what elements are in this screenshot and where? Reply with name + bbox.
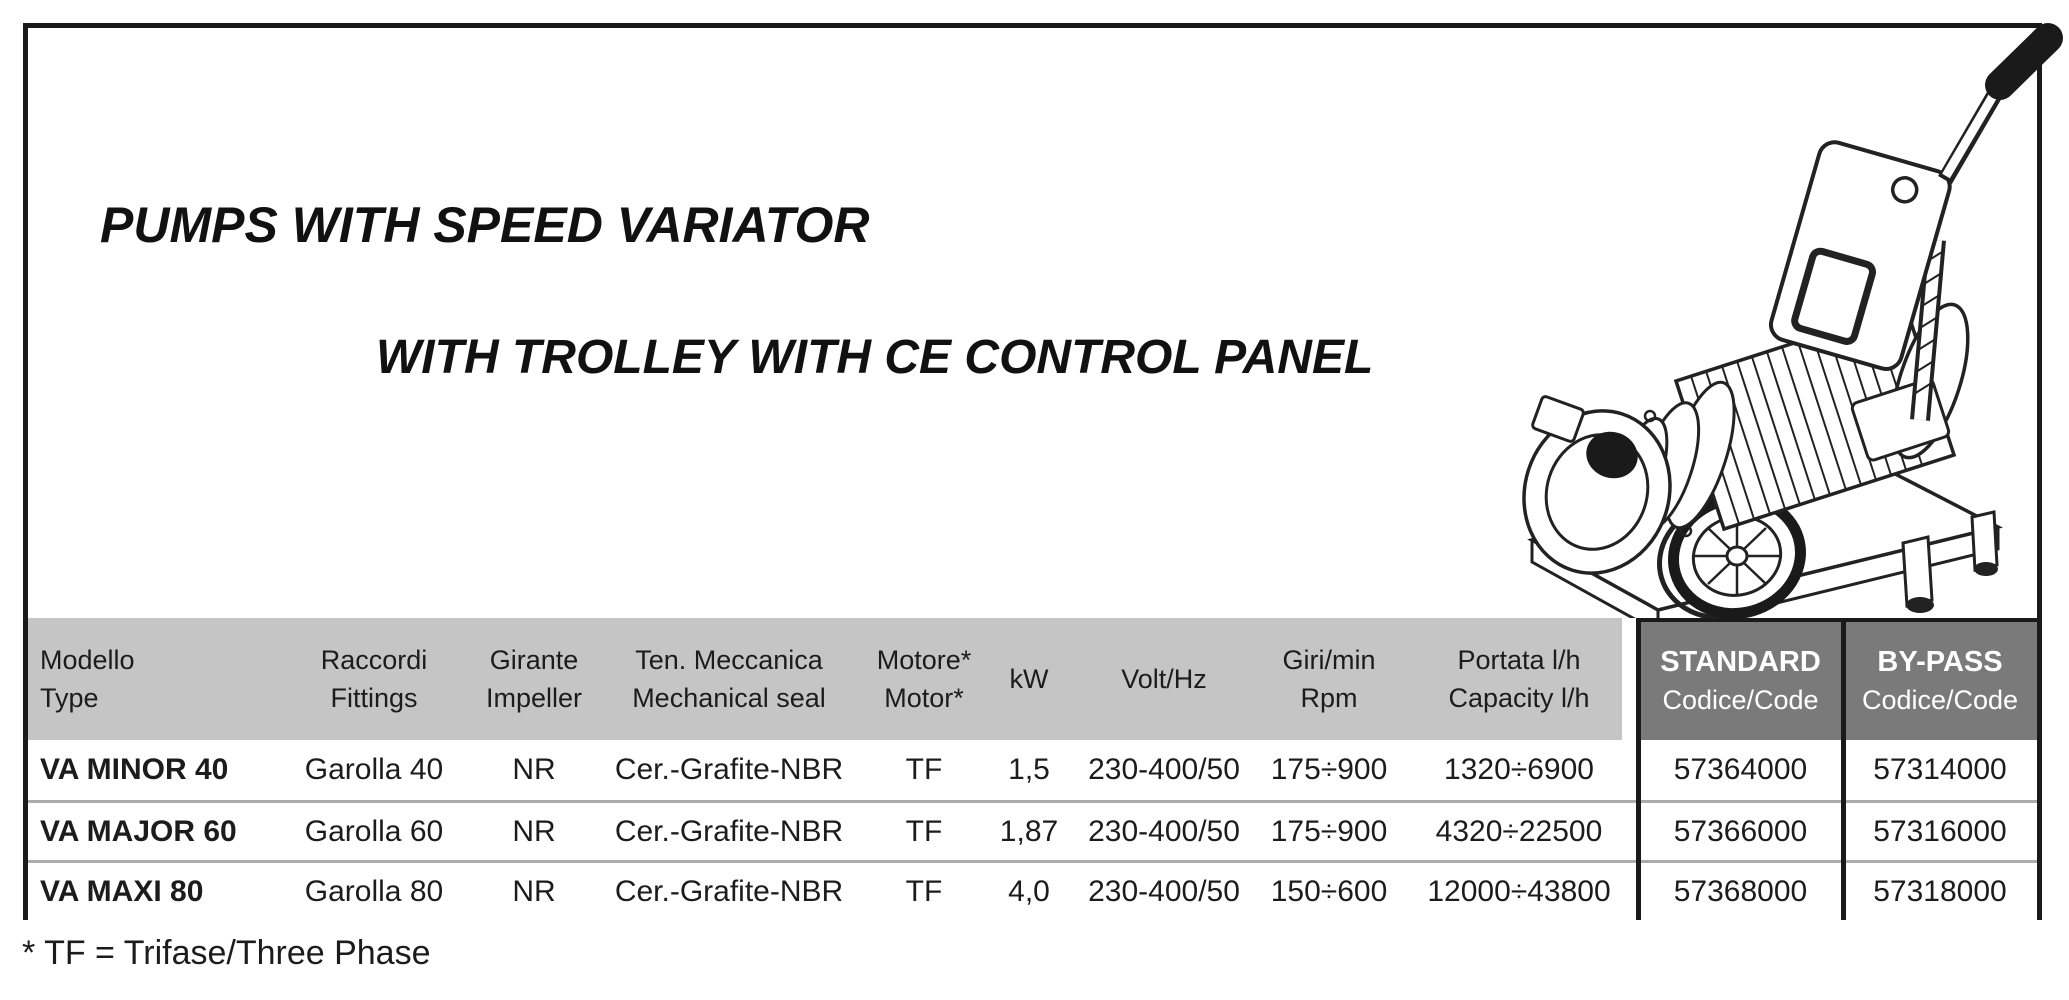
table-row-va-minor-40: VA MINOR 40 Garolla 40 NR Cer.-Grafite-N… (28, 740, 2037, 800)
cell-seal: Cer.-Grafite-NBR (598, 863, 860, 920)
pump-trolley-illustration (1522, 23, 2063, 620)
cell-seal: Cer.-Grafite-NBR (598, 740, 860, 800)
cell-impeller: NR (470, 863, 598, 920)
cell-capacity: 12000÷43800 (1400, 863, 1638, 920)
cell-standard-code: 57364000 (1638, 740, 1843, 800)
col-header-seal: Ten. Meccanica Mechanical seal (598, 618, 860, 740)
control-panel (1768, 140, 1952, 371)
col-header-fittings: Raccordi Fittings (278, 618, 470, 740)
pump-head (1522, 380, 1736, 575)
cell-bypass-code: 57314000 (1843, 740, 2037, 800)
cell-impeller: NR (470, 740, 598, 800)
col-header-impeller: Girante Impeller (470, 618, 598, 740)
cell-capacity: 1320÷6900 (1400, 740, 1638, 800)
cell-kw: 1,87 (988, 803, 1070, 860)
col-header-standard-code: STANDARD Codice/Code (1638, 618, 1843, 740)
footnote-tf: * TF = Trifase/Three Phase (22, 934, 431, 972)
col-header-bypass-code: BY-PASS Codice/Code (1843, 618, 2037, 740)
spec-table: Modello Type Raccordi Fittings Girante Impe… (28, 618, 2037, 920)
cell-fittings: Garolla 60 (278, 803, 470, 860)
col-header-model: Modello Type (28, 618, 278, 740)
cell-rpm: 150÷600 (1258, 863, 1400, 920)
cell-motor: TF (860, 740, 988, 800)
col-header-kw: kW (988, 618, 1070, 740)
col-header-motor: Motore* Motor* (860, 618, 988, 740)
cell-volt: 230-400/50 (1070, 740, 1258, 800)
cell-model: VA MINOR 40 (28, 740, 278, 800)
cell-volt: 230-400/50 (1070, 863, 1258, 920)
cell-impeller: NR (470, 803, 598, 860)
cell-rpm: 175÷900 (1258, 803, 1400, 860)
cell-rpm: 175÷900 (1258, 740, 1400, 800)
bypass-column-left-border (1841, 618, 1846, 920)
cell-model: VA MAXI 80 (28, 863, 278, 920)
cell-fittings: Garolla 40 (278, 740, 470, 800)
col-header-rpm: Giri/min Rpm (1258, 618, 1400, 740)
panel-mount-bar (1910, 239, 1946, 421)
cell-motor: TF (860, 803, 988, 860)
page-title: PUMPS WITH SPEED VARIATOR (100, 197, 870, 253)
cell-bypass-code: 57316000 (1843, 803, 2037, 860)
standard-column-left-border (1636, 618, 1641, 920)
cell-kw: 1,5 (988, 740, 1070, 800)
col-header-volt: Volt/Hz (1070, 618, 1258, 740)
trolley-handle (1938, 23, 2063, 185)
cell-capacity: 4320÷22500 (1400, 803, 1638, 860)
cell-standard-code: 57366000 (1638, 803, 1843, 860)
cell-seal: Cer.-Grafite-NBR (598, 803, 860, 860)
cell-standard-code: 57368000 (1638, 863, 1843, 920)
cell-volt: 230-400/50 (1070, 803, 1258, 860)
cell-bypass-code: 57318000 (1843, 863, 2037, 920)
cell-model: VA MAJOR 60 (28, 803, 278, 860)
table-row-va-major-60: VA MAJOR 60 Garolla 60 NR Cer.-Grafite-N… (28, 800, 2037, 860)
col-header-capacity: Portata l/h Capacity l/h (1400, 618, 1638, 740)
cell-kw: 4,0 (988, 863, 1070, 920)
table-row-va-maxi-80: VA MAXI 80 Garolla 80 NR Cer.-Grafite-NB… (28, 860, 2037, 920)
cell-motor: TF (860, 863, 988, 920)
page-subtitle: WITH TROLLEY WITH CE CONTROL PANEL (376, 331, 1374, 384)
table-header-row: Modello Type Raccordi Fittings Girante Impe… (28, 618, 2037, 740)
cell-fittings: Garolla 80 (278, 863, 470, 920)
